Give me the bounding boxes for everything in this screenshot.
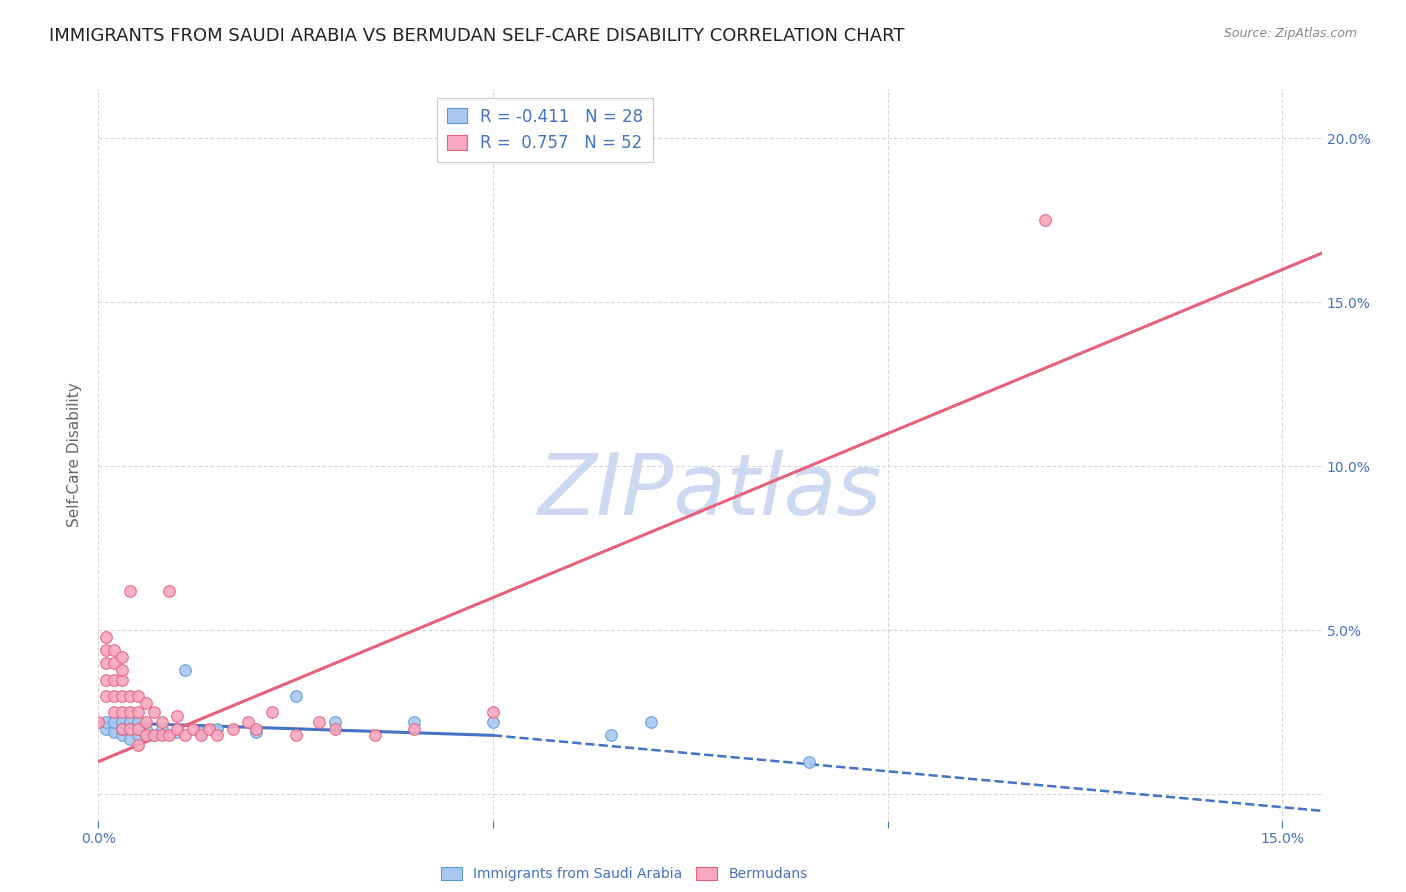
Point bbox=[221, 722, 243, 736]
Point bbox=[245, 725, 267, 739]
Point bbox=[308, 715, 330, 730]
Point bbox=[103, 643, 125, 657]
Point bbox=[166, 708, 188, 723]
Point bbox=[323, 715, 346, 730]
Point bbox=[96, 673, 118, 687]
Point bbox=[142, 728, 165, 742]
Point bbox=[142, 706, 165, 720]
Point bbox=[174, 728, 197, 742]
Point bbox=[127, 689, 149, 703]
Point bbox=[103, 673, 125, 687]
Point bbox=[797, 755, 820, 769]
Point bbox=[111, 706, 134, 720]
Text: ZIPatlas: ZIPatlas bbox=[538, 450, 882, 533]
Point bbox=[404, 722, 426, 736]
Point bbox=[284, 689, 307, 703]
Point bbox=[96, 656, 118, 670]
Point bbox=[96, 715, 118, 730]
Point bbox=[205, 722, 228, 736]
Point bbox=[166, 722, 188, 736]
Point bbox=[245, 722, 267, 736]
Point bbox=[103, 689, 125, 703]
Point bbox=[205, 728, 228, 742]
Point bbox=[118, 731, 141, 746]
Point bbox=[127, 728, 149, 742]
Point bbox=[482, 706, 505, 720]
Point bbox=[118, 715, 141, 730]
Point bbox=[87, 715, 110, 730]
Point bbox=[111, 728, 134, 742]
Point bbox=[135, 722, 157, 736]
Point bbox=[1035, 213, 1057, 227]
Point bbox=[363, 728, 385, 742]
Point bbox=[118, 584, 141, 599]
Point bbox=[150, 715, 173, 730]
Point bbox=[127, 722, 149, 736]
Point bbox=[260, 706, 283, 720]
Point bbox=[118, 722, 141, 736]
Point bbox=[111, 715, 134, 730]
Point bbox=[135, 696, 157, 710]
Point bbox=[323, 722, 346, 736]
Point bbox=[135, 728, 157, 742]
Point bbox=[103, 715, 125, 730]
Point bbox=[111, 673, 134, 687]
Point bbox=[142, 728, 165, 742]
Point bbox=[96, 643, 118, 657]
Point bbox=[127, 738, 149, 752]
Point bbox=[159, 584, 181, 599]
Point bbox=[190, 725, 212, 739]
Point bbox=[284, 728, 307, 742]
Point bbox=[127, 722, 149, 736]
Point bbox=[404, 715, 426, 730]
Point bbox=[111, 649, 134, 664]
Point bbox=[150, 722, 173, 736]
Point bbox=[96, 722, 118, 736]
Point bbox=[103, 656, 125, 670]
Point bbox=[600, 728, 623, 742]
Point bbox=[190, 728, 212, 742]
Text: Source: ZipAtlas.com: Source: ZipAtlas.com bbox=[1223, 27, 1357, 40]
Point bbox=[111, 722, 134, 736]
Point bbox=[198, 722, 221, 736]
Point bbox=[103, 725, 125, 739]
Point bbox=[111, 663, 134, 677]
Point bbox=[111, 722, 134, 736]
Point bbox=[118, 706, 141, 720]
Point bbox=[96, 689, 118, 703]
Point bbox=[127, 706, 149, 720]
Point bbox=[135, 715, 157, 730]
Point bbox=[118, 689, 141, 703]
Point bbox=[111, 689, 134, 703]
Point bbox=[640, 715, 662, 730]
Point bbox=[174, 663, 197, 677]
Point bbox=[127, 715, 149, 730]
Y-axis label: Self-Care Disability: Self-Care Disability bbox=[67, 383, 83, 527]
Point bbox=[150, 728, 173, 742]
Point bbox=[238, 715, 260, 730]
Point bbox=[103, 706, 125, 720]
Point bbox=[482, 715, 505, 730]
Point bbox=[135, 728, 157, 742]
Point bbox=[159, 728, 181, 742]
Point bbox=[181, 722, 204, 736]
Point bbox=[96, 630, 118, 644]
Text: IMMIGRANTS FROM SAUDI ARABIA VS BERMUDAN SELF-CARE DISABILITY CORRELATION CHART: IMMIGRANTS FROM SAUDI ARABIA VS BERMUDAN… bbox=[49, 27, 904, 45]
Point bbox=[166, 725, 188, 739]
Legend: Immigrants from Saudi Arabia, Bermudans: Immigrants from Saudi Arabia, Bermudans bbox=[436, 862, 813, 887]
